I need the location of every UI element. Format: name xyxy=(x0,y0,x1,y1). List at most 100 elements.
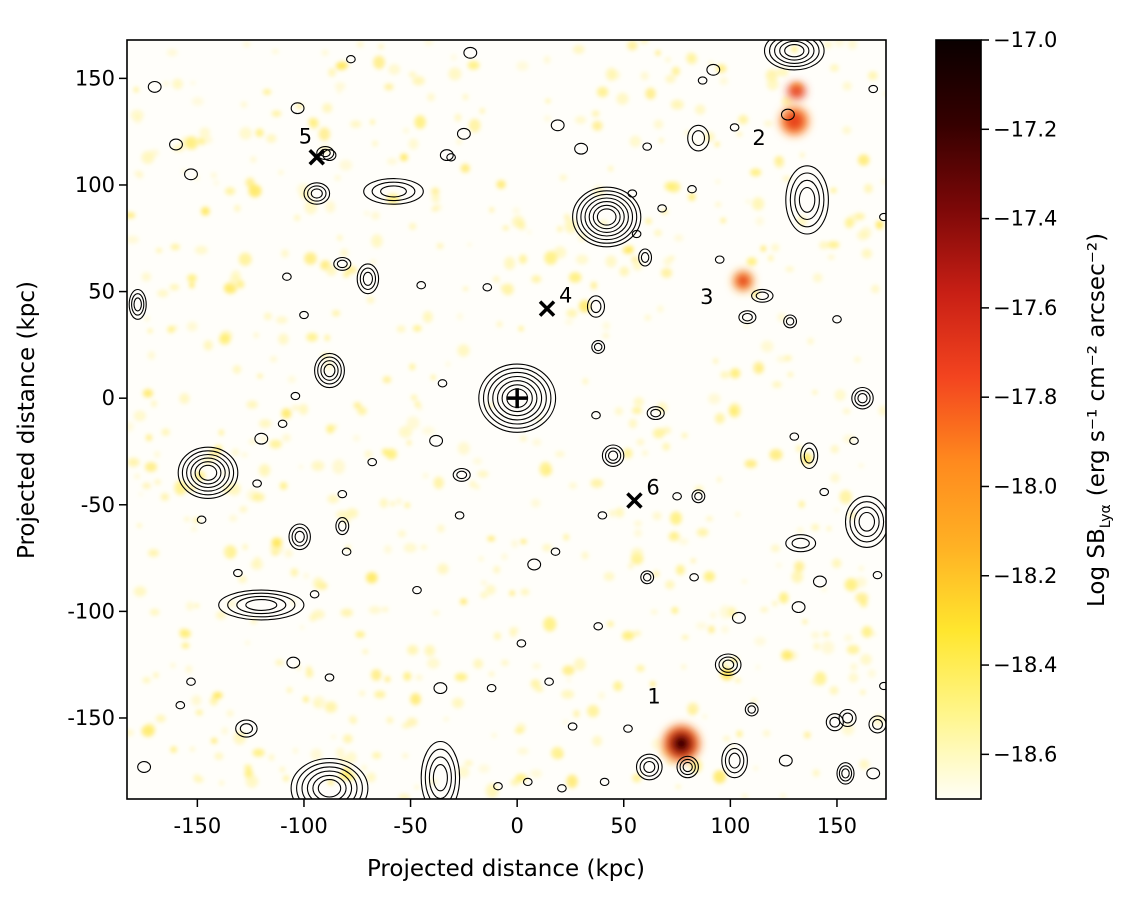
contour-level xyxy=(728,752,741,769)
contour-level xyxy=(584,197,629,237)
noise-blob xyxy=(259,464,271,477)
noise-blob xyxy=(199,127,211,138)
contour-level xyxy=(478,363,557,433)
noise-blob xyxy=(214,752,224,760)
noise-blob xyxy=(386,158,398,165)
noise-blob xyxy=(721,625,729,634)
contour-level xyxy=(227,592,296,618)
noise-blob xyxy=(156,248,163,253)
noise-blob xyxy=(384,545,392,554)
noise-blob xyxy=(127,421,134,432)
noise-blob xyxy=(346,751,357,764)
contour-object xyxy=(836,762,855,785)
noise-blob xyxy=(142,677,151,684)
noise-blob xyxy=(653,119,664,129)
noise-blob xyxy=(802,620,808,624)
small-contour xyxy=(812,575,827,588)
noise-blob xyxy=(713,358,718,364)
noise-blob xyxy=(812,390,818,394)
contour-object xyxy=(290,757,369,799)
noise-blob xyxy=(133,87,139,93)
noise-blob xyxy=(278,170,284,175)
noise-blob xyxy=(238,575,247,584)
noise-blob xyxy=(339,159,353,171)
noise-blob xyxy=(170,663,176,668)
noise-blob xyxy=(172,78,183,90)
noise-blob xyxy=(596,86,609,98)
small-contour xyxy=(439,149,454,162)
small-contour xyxy=(868,84,879,94)
noise-blob xyxy=(520,588,530,596)
noise-blob xyxy=(144,316,150,322)
noise-blob xyxy=(154,479,161,485)
contour-object xyxy=(714,653,742,676)
noise-blob xyxy=(186,321,198,332)
noise-blob xyxy=(663,257,672,267)
contour-level xyxy=(591,340,606,354)
noise-blob xyxy=(800,152,805,158)
contour-level xyxy=(676,755,699,779)
noise-blob xyxy=(685,52,696,64)
noise-blob xyxy=(340,608,353,617)
small-contour xyxy=(597,511,608,520)
noise-blob xyxy=(434,204,442,211)
noise-blob xyxy=(279,767,285,772)
noise-blob xyxy=(810,678,822,686)
noise-blob xyxy=(833,507,840,512)
x-tick-label: 100 xyxy=(710,814,750,838)
contour-object xyxy=(572,186,642,248)
small-contour xyxy=(412,585,422,595)
noise-blob xyxy=(244,764,252,770)
contour-level xyxy=(643,760,656,774)
contour-level xyxy=(785,534,817,553)
noise-blob xyxy=(130,109,144,121)
noise-blob xyxy=(743,323,750,328)
noise-blob xyxy=(671,607,679,614)
contour-level xyxy=(380,185,407,198)
emission-source-3-level-1 xyxy=(734,272,752,290)
noise-blob xyxy=(858,154,870,166)
noise-blob xyxy=(603,572,615,581)
contour-level xyxy=(218,589,305,621)
noise-blob xyxy=(569,272,582,283)
small-contour xyxy=(147,80,162,93)
noise-blob xyxy=(399,426,412,438)
noise-blob xyxy=(782,175,791,182)
contour-object xyxy=(721,742,748,779)
marker-layer: 1 2 3 4 5 6 xyxy=(299,124,766,708)
contour-level xyxy=(239,723,254,735)
source-3-label: 3 xyxy=(700,285,713,309)
noise-blob xyxy=(410,693,421,705)
noise-blob xyxy=(829,686,839,695)
noise-blob xyxy=(702,714,707,719)
noise-blob xyxy=(240,101,248,108)
noise-blob xyxy=(504,256,516,270)
noise-blob xyxy=(493,276,500,283)
y-tick-label: -150 xyxy=(67,706,115,730)
noise-blob xyxy=(212,692,223,699)
noise-blob xyxy=(141,272,151,282)
noise-blob xyxy=(750,168,762,177)
small-contour xyxy=(437,379,448,388)
contour-level xyxy=(783,314,798,329)
contour-level xyxy=(635,753,663,781)
contour-level xyxy=(236,595,287,615)
contour-level xyxy=(580,193,634,241)
contour-level xyxy=(639,757,660,777)
contour-level xyxy=(872,718,883,730)
noise-blob xyxy=(602,333,610,338)
noise-blob xyxy=(592,121,603,131)
noise-blob xyxy=(843,434,855,443)
small-contour xyxy=(290,102,305,115)
noise-blob xyxy=(335,747,345,758)
noise-blob xyxy=(331,735,337,739)
noise-blob xyxy=(804,731,811,739)
contour-object xyxy=(452,467,471,482)
noise-blob xyxy=(633,260,643,271)
noise-blob xyxy=(766,78,779,91)
noise-blob xyxy=(384,83,394,91)
noise-blob xyxy=(348,715,357,723)
noise-blob xyxy=(875,220,884,230)
noise-blob xyxy=(517,221,526,231)
contour-level xyxy=(501,384,533,413)
